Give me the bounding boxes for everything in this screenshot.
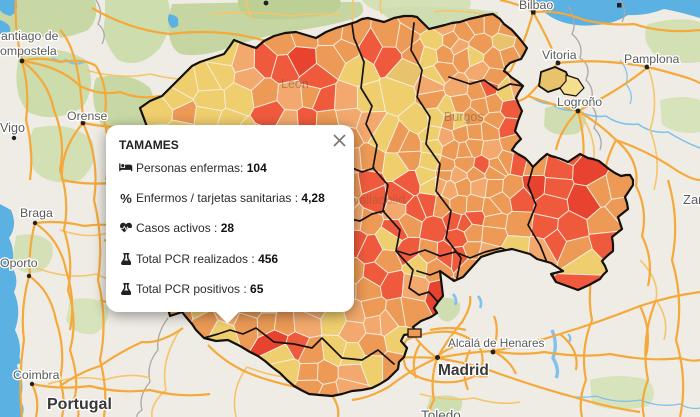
svg-text:Portugal: Portugal (47, 396, 112, 413)
svg-text:Toledo: Toledo (421, 408, 461, 417)
svg-text:Bilbao: Bilbao (519, 0, 553, 12)
svg-text:Zaragoza: Zaragoza (683, 192, 700, 207)
svg-text:Burgos: Burgos (444, 110, 484, 124)
svg-text:Vitoria: Vitoria (542, 48, 577, 62)
svg-text:Pamplona: Pamplona (624, 52, 680, 66)
svg-text:Logroño: Logroño (557, 95, 602, 109)
svg-text:Vigo: Vigo (0, 121, 25, 135)
svg-text:antiago de: antiago de (1, 29, 59, 43)
svg-text:Madrid: Madrid (438, 362, 489, 379)
svg-text:Alcalá de Henares: Alcalá de Henares (448, 336, 544, 350)
svg-text:León: León (281, 77, 309, 91)
svg-text:Coimbra: Coimbra (13, 368, 60, 382)
svg-text:Braga: Braga (20, 206, 53, 220)
svg-text:Oporto: Oporto (0, 256, 38, 270)
svg-text:ompostela: ompostela (0, 44, 57, 58)
svg-text:Valladolid: Valladolid (352, 193, 405, 207)
svg-text:Orense: Orense (67, 109, 107, 123)
